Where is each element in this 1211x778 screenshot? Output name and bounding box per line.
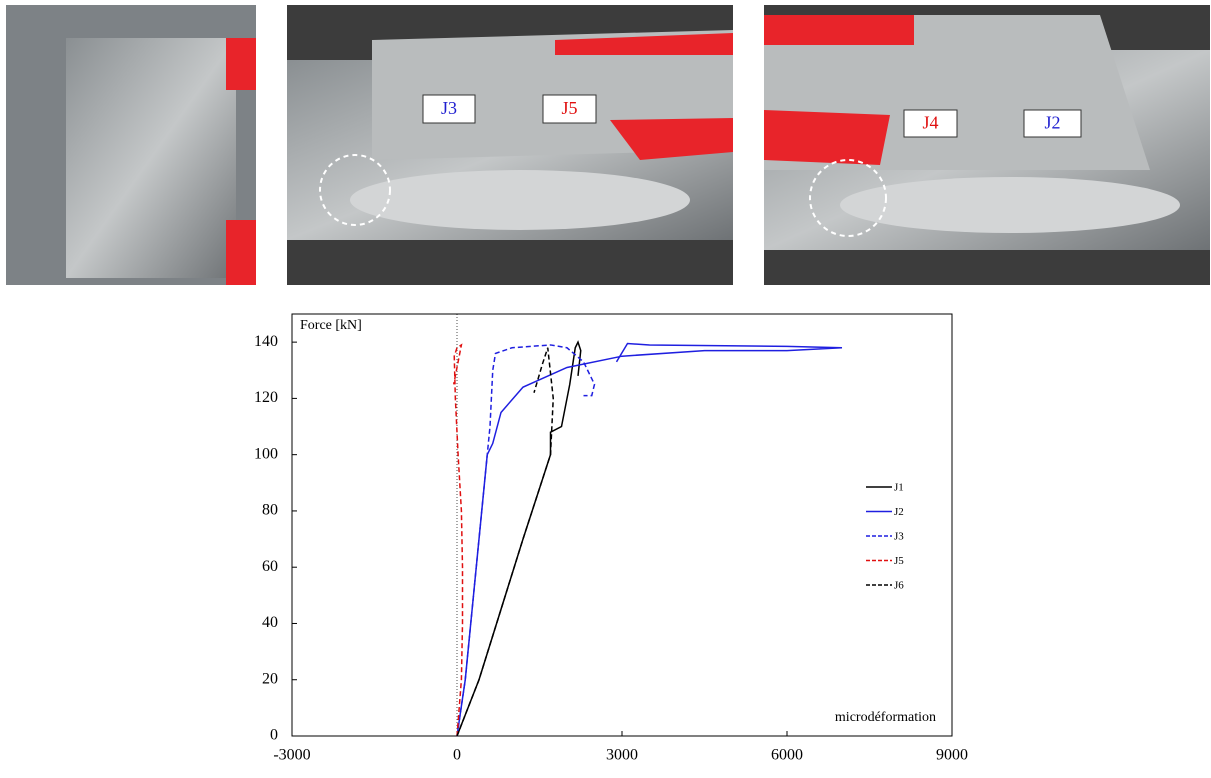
label-box xyxy=(903,109,958,138)
y-axis-label: Force [kN] xyxy=(300,318,362,333)
x-tick-label: 0 xyxy=(453,747,461,764)
y-tick-label: 60 xyxy=(262,558,278,575)
y-tick-label: 100 xyxy=(254,445,278,462)
label-box xyxy=(542,94,597,124)
y-tick-label: 120 xyxy=(254,389,278,406)
photo-2 xyxy=(287,5,733,285)
plot-frame xyxy=(291,313,953,737)
photo-label: J5 xyxy=(561,98,577,118)
photo-3 xyxy=(764,5,1210,285)
y-tick-label: 0 xyxy=(270,727,278,744)
series-line xyxy=(456,340,582,737)
x-tick-label: 9000 xyxy=(936,747,968,764)
legend-label: J3 xyxy=(894,531,904,543)
series-line xyxy=(456,344,596,737)
y-tick-label: 20 xyxy=(262,670,278,687)
y-tick-label: 140 xyxy=(254,333,278,350)
legend-label: J1 xyxy=(894,482,904,494)
series-line xyxy=(456,342,843,737)
photo-label: J3 xyxy=(441,98,457,118)
x-tick-label: 6000 xyxy=(771,747,803,764)
x-axis-label: microdéformation xyxy=(835,710,936,725)
legend-label: J2 xyxy=(894,506,904,518)
x-tick-label: -3000 xyxy=(273,747,310,764)
legend-label: J6 xyxy=(894,580,904,592)
photo-label: J2 xyxy=(1044,113,1060,133)
x-tick-label: 3000 xyxy=(606,747,638,764)
label-box xyxy=(422,94,476,124)
series-line xyxy=(456,347,555,737)
y-tick-label: 80 xyxy=(262,502,278,519)
photo-1 xyxy=(6,5,256,285)
label-box xyxy=(1023,109,1082,138)
y-tick-label: 40 xyxy=(262,614,278,631)
series-line xyxy=(452,343,464,737)
legend-label: J5 xyxy=(894,555,904,567)
photo-label: J4 xyxy=(922,113,938,133)
